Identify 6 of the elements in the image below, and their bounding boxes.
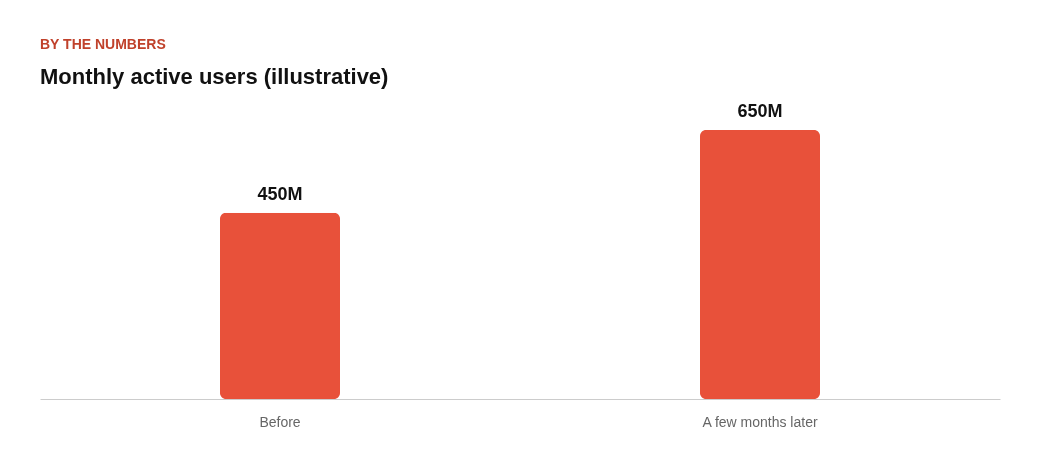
data-label: 450M: [257, 183, 303, 204]
text: BY THE NUMBERS: [40, 36, 166, 52]
data-label: 650M: [737, 101, 783, 121]
x-tick-label: Before: [259, 413, 301, 430]
chart-title: Monthly active users (illustrative): [40, 64, 389, 89]
x-tick-label: A few months later: [702, 413, 818, 430]
